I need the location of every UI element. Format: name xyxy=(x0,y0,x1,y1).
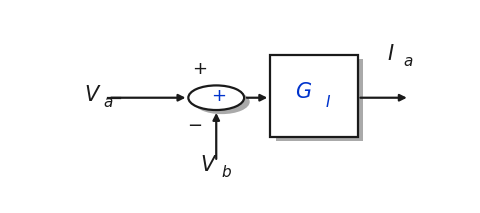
Circle shape xyxy=(194,89,250,114)
Bar xyxy=(276,59,363,141)
Circle shape xyxy=(188,85,244,110)
Text: $-$: $-$ xyxy=(187,115,202,133)
Text: $G$: $G$ xyxy=(295,82,312,102)
Text: $+$: $+$ xyxy=(192,60,207,78)
Text: $I$: $I$ xyxy=(324,94,331,110)
Bar xyxy=(270,55,358,137)
Text: $I$: $I$ xyxy=(387,44,395,64)
Text: $V$: $V$ xyxy=(200,155,217,175)
Text: $a$: $a$ xyxy=(103,95,113,110)
Text: $V$: $V$ xyxy=(84,85,102,105)
Text: $a$: $a$ xyxy=(403,54,413,69)
Text: $+$: $+$ xyxy=(211,87,226,105)
Text: $b$: $b$ xyxy=(221,164,232,180)
